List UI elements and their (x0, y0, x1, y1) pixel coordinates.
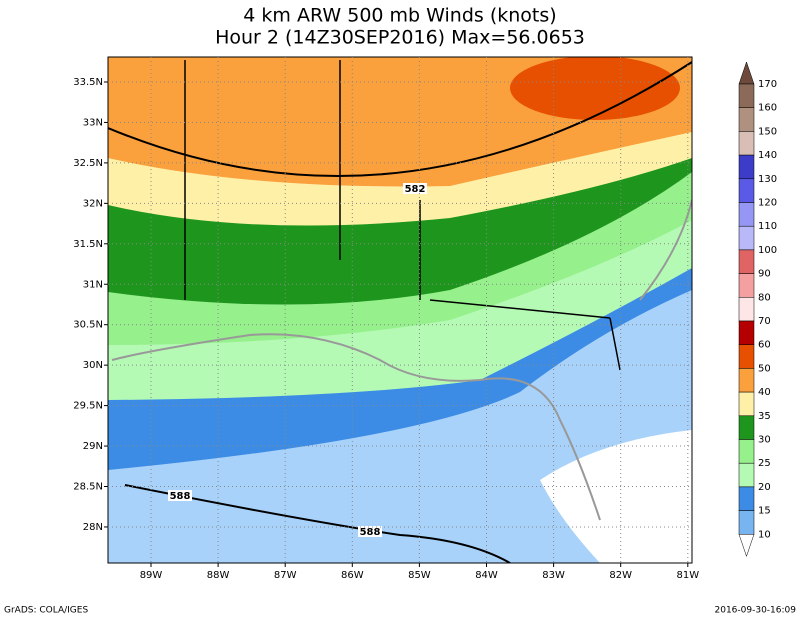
lat-label: 31.5N (73, 239, 103, 250)
colorbar-label: 150 (758, 126, 777, 137)
colorbar-cell (739, 321, 754, 345)
colorbar-label: 140 (758, 150, 777, 161)
lon-label: 89W (140, 570, 163, 581)
band-dark-orange (510, 56, 680, 120)
title-line2: Hour 2 (14Z30SEP2016) Max=56.0653 (215, 27, 585, 49)
lat-label: 29.5N (73, 401, 103, 412)
lat-label: 30.5N (73, 320, 103, 331)
lat-label: 30N (83, 360, 103, 371)
colorbar-cell (739, 203, 754, 227)
lat-label: 29N (83, 441, 103, 452)
contour-label: 588 (170, 491, 191, 502)
lon-label: 81W (676, 570, 699, 581)
lon-label: 88W (207, 570, 230, 581)
colorbar-label: 50 (758, 363, 771, 374)
colorbar-cell (739, 84, 754, 108)
lat-label: 32.5N (73, 158, 103, 169)
lon-label: 82W (609, 570, 632, 581)
colorbar-cell (739, 131, 754, 155)
colorbar-cell (739, 487, 754, 511)
footer-left: GrADS: COLA/IGES (4, 606, 88, 616)
colorbar-cell (739, 155, 754, 179)
lat-label: 31N (83, 279, 103, 290)
lon-label: 86W (341, 570, 364, 581)
colorbar-label: 10 (758, 529, 771, 540)
colorbar-label: 20 (758, 482, 771, 493)
colorbar-cell (739, 345, 754, 369)
lon-label: 84W (475, 570, 498, 581)
colorbar-label: 120 (758, 198, 777, 209)
colorbar-label: 110 (758, 221, 777, 232)
lon-label: 83W (542, 570, 565, 581)
colorbar-cell (739, 179, 754, 203)
colorbar-cell (739, 297, 754, 321)
colorbar-label: 100 (758, 245, 777, 256)
footer-right: 2016-09-30-16:09 (715, 606, 797, 616)
colorbar-label: 130 (758, 174, 777, 185)
lat-label: 32N (83, 198, 103, 209)
lat-label: 28.5N (73, 482, 103, 493)
colorbar-label: 170 (758, 79, 777, 90)
colorbar-label: 70 (758, 316, 771, 327)
colorbar-cell (739, 416, 754, 440)
colorbar-cell (739, 511, 754, 535)
title-line1: 4 km ARW 500 mb Winds (knots) (243, 5, 556, 27)
colorbar-cell (739, 463, 754, 487)
contour-label: 582 (405, 184, 426, 195)
lon-label: 87W (274, 570, 297, 581)
colorbar-label: 15 (758, 506, 771, 517)
colorbar-cell (739, 250, 754, 274)
colorbar-arrow (739, 62, 754, 84)
colorbar-arrow (739, 534, 754, 556)
lon-label: 85W (408, 570, 431, 581)
colorbar-label: 60 (758, 340, 771, 351)
colorbar-label: 30 (758, 435, 771, 446)
lat-label: 28N (83, 522, 103, 533)
colorbar-label: 40 (758, 387, 771, 398)
colorbar-cell (739, 274, 754, 298)
lat-label: 33.5N (73, 77, 103, 88)
colorbar-label: 80 (758, 292, 771, 303)
colorbar-cell (739, 368, 754, 392)
contour-label: 588 (360, 527, 381, 538)
colorbar-cell (739, 440, 754, 464)
colorbar-cell (739, 108, 754, 132)
colorbar-cell (739, 226, 754, 250)
colorbar-label: 160 (758, 103, 777, 114)
colorbar-label: 90 (758, 269, 771, 280)
colorbar-label: 25 (758, 458, 771, 469)
lat-label: 33N (83, 117, 103, 128)
colorbar-label: 35 (758, 411, 771, 422)
colorbar-cell (739, 392, 754, 416)
